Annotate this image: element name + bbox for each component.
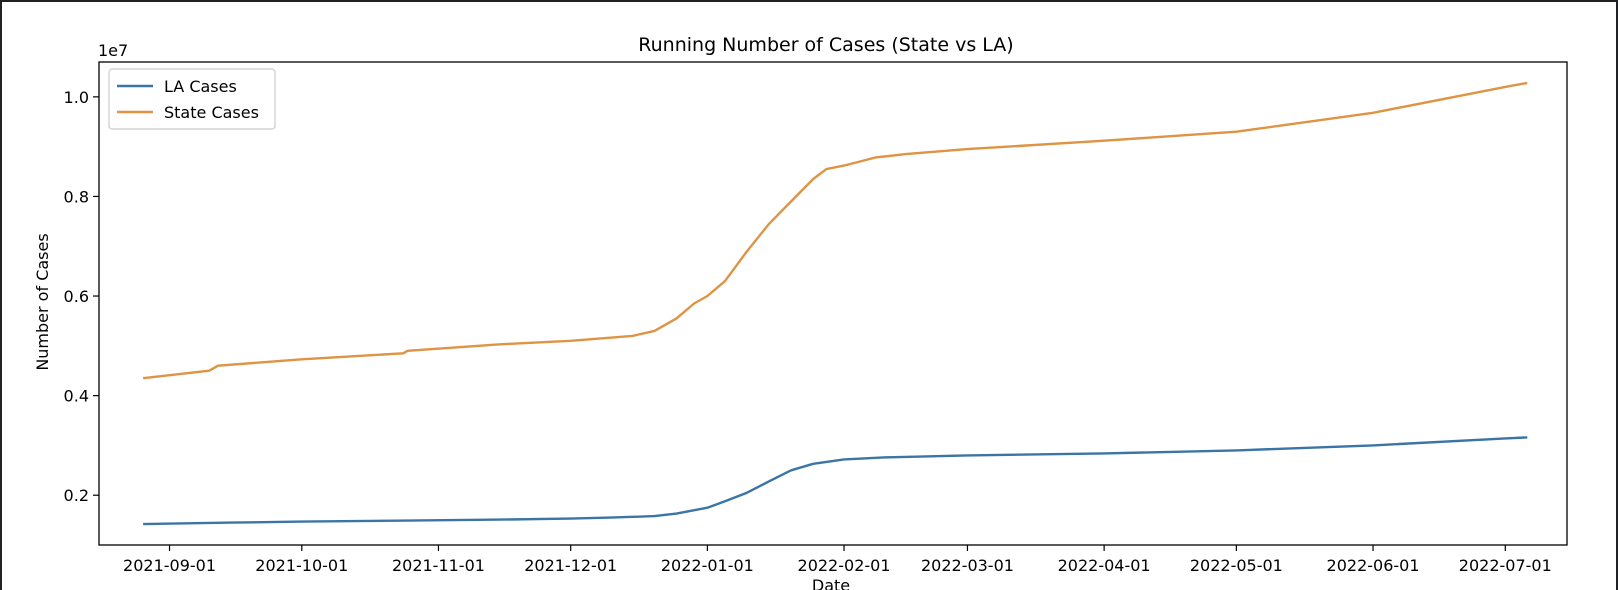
x-tick-label: 2021-12-01 [524, 556, 617, 575]
plot-lines [142, 81, 1528, 526]
x-tick-label: 2021-10-01 [255, 556, 348, 575]
y-offset-label: 1e7 [98, 41, 128, 60]
legend-label: LA Cases [164, 77, 237, 96]
legend: LA Cases State Cases [108, 68, 276, 130]
x-tick-label: 2022-04-01 [1058, 556, 1151, 575]
x-tick-label: 2022-02-01 [798, 556, 891, 575]
y-tick-label: 0.6 [64, 287, 89, 306]
x-tick-label: 2022-01-01 [661, 556, 754, 575]
y-tick-label: 1.0 [64, 88, 89, 107]
y-axis-ticks: 0.2 0.4 0.6 0.8 1.0 [64, 88, 99, 505]
x-axis-label: Date [812, 576, 850, 590]
series-line-la-cases [143, 436, 1528, 526]
x-axis-ticks: 2021-09-01 2021-10-01 2021-11-01 2021-12-01… [123, 545, 1552, 575]
x-tick-label: 2021-09-01 [123, 556, 216, 575]
legend-box [108, 68, 276, 130]
x-tick-label: 2022-03-01 [921, 556, 1014, 575]
y-tick-label: 0.8 [64, 187, 89, 206]
series-line-state-cases [142, 81, 1528, 380]
x-tick-label: 2022-07-01 [1459, 556, 1552, 575]
y-tick-label: 0.2 [64, 486, 89, 505]
y-tick-label: 0.4 [64, 387, 89, 406]
x-tick-label: 2022-06-01 [1327, 556, 1420, 575]
chart-title: Running Number of Cases (State vs LA) [638, 34, 1013, 56]
x-tick-label: 2022-05-01 [1190, 556, 1283, 575]
legend-label: State Cases [164, 103, 259, 122]
y-axis-label: Number of Cases [33, 233, 52, 370]
plot-frame [98, 61, 1568, 546]
x-tick-label: 2021-11-01 [392, 556, 485, 575]
